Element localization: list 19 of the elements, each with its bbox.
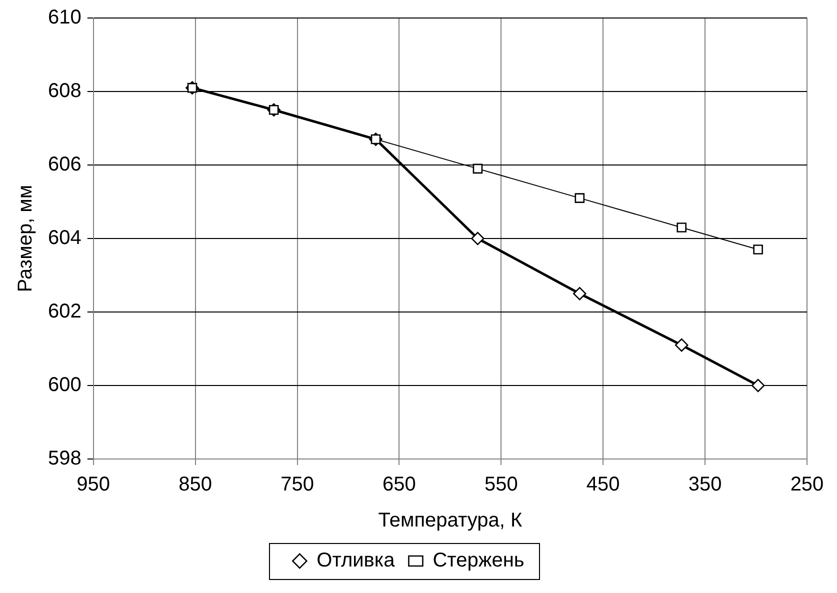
x-tick-label: 950 (76, 474, 110, 496)
y-tick-label: 602 (48, 300, 82, 323)
x-tick-label: 850 (178, 474, 212, 496)
x-tick-label: 350 (688, 474, 722, 496)
y-axis-title: Размер, мм (14, 184, 37, 292)
legend-label: Стержень (432, 550, 524, 572)
x-axis-title: Температура, К (378, 510, 522, 532)
y-tick-label: 598 (48, 448, 82, 470)
y-tick-label: 604 (48, 227, 82, 250)
y-tick-label: 610 (48, 6, 82, 29)
x-tick-label: 250 (790, 474, 824, 496)
y-tick-label: 606 (48, 154, 82, 176)
legend-label: Отливка (316, 550, 396, 572)
y-tick-label: 608 (48, 80, 82, 102)
x-tick-label: 450 (586, 474, 620, 496)
x-tick-label: 550 (484, 474, 518, 496)
y-tick-label: 600 (48, 374, 82, 396)
x-tick-label: 650 (382, 474, 416, 496)
x-tick-label: 750 (280, 474, 314, 496)
